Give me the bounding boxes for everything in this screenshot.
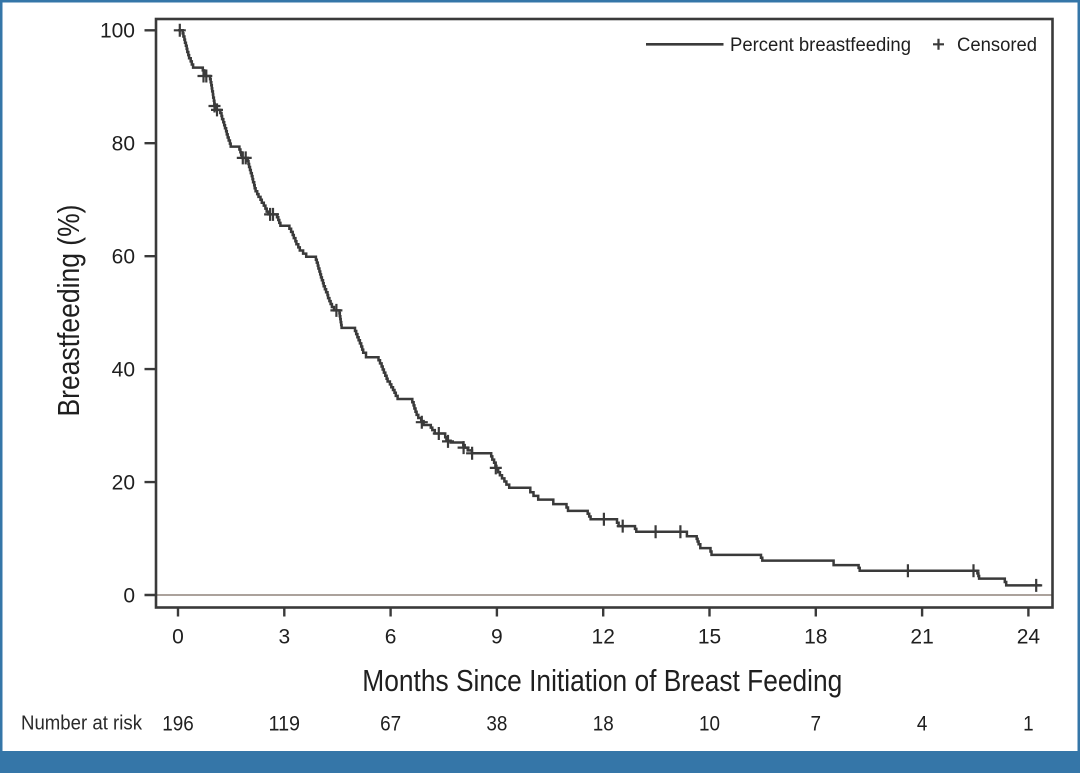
svg-text:12: 12 [592,625,615,648]
svg-text:1: 1 [1023,713,1034,736]
svg-text:40: 40 [112,358,135,381]
svg-text:18: 18 [593,713,614,736]
svg-text:0: 0 [123,584,135,607]
svg-text:Number at risk: Number at risk [21,713,143,735]
svg-text:7: 7 [811,713,822,736]
svg-text:24: 24 [1017,625,1041,648]
svg-text:9: 9 [491,625,503,648]
svg-text:0: 0 [172,625,184,648]
svg-text:60: 60 [112,246,135,269]
svg-text:18: 18 [804,625,827,648]
svg-text:Censored: Censored [957,35,1037,56]
svg-text:Percent breastfeeding: Percent breastfeeding [730,35,911,56]
svg-text:80: 80 [112,133,135,156]
svg-text:119: 119 [269,713,301,736]
svg-text:15: 15 [698,625,721,648]
svg-text:Breastfeeding (%): Breastfeeding (%) [51,205,86,417]
svg-text:3: 3 [278,625,290,648]
svg-text:100: 100 [100,20,135,43]
svg-text:21: 21 [910,625,933,648]
svg-text:67: 67 [380,713,401,736]
svg-text:38: 38 [486,713,507,736]
svg-text:196: 196 [162,713,194,736]
svg-text:10: 10 [699,713,720,736]
svg-text:4: 4 [917,713,928,736]
svg-text:6: 6 [385,625,397,648]
svg-text:Months Since Initiation of Bre: Months Since Initiation of Breast Feedin… [362,663,842,698]
svg-text:20: 20 [112,471,135,494]
